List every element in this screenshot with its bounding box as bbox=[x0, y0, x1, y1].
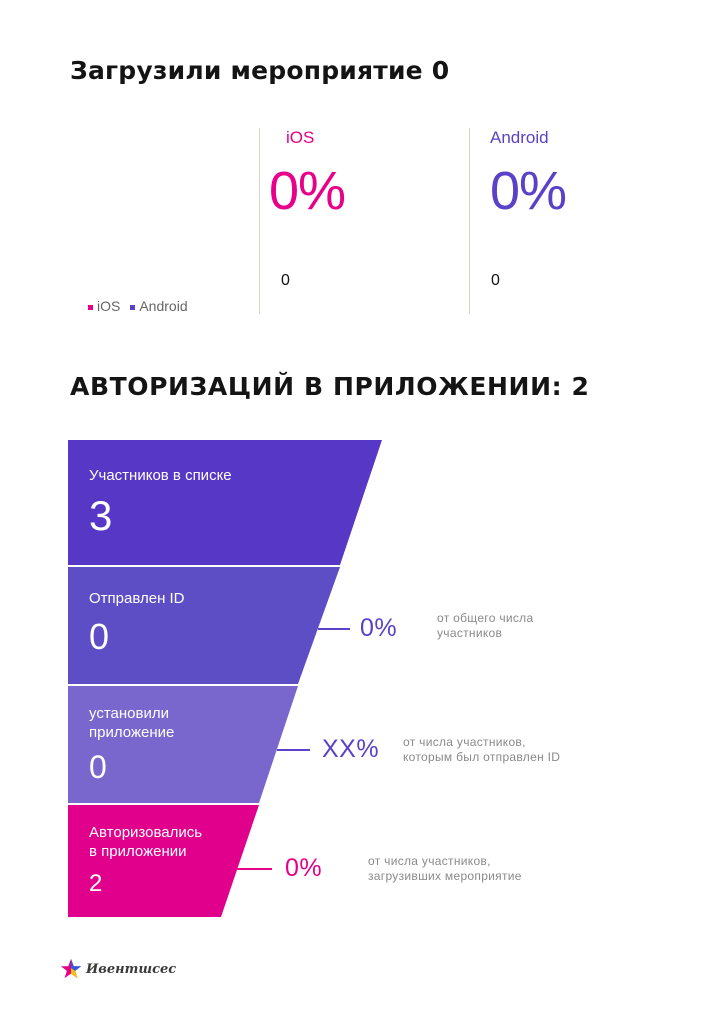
id-sent-value: 0 bbox=[89, 616, 110, 657]
legend-ios-label: iOS bbox=[97, 298, 121, 314]
participants-label: Участников в списке bbox=[89, 467, 232, 484]
legend-item-ios: iOS bbox=[88, 298, 120, 314]
installed-note: от числа участников, которым был отправл… bbox=[403, 735, 561, 764]
brand-name: Ивентшсес bbox=[86, 961, 177, 977]
authorized-percent: 0% bbox=[285, 854, 323, 882]
android-percent: 0% bbox=[490, 161, 567, 221]
auth-title: АВТОРИЗАЦИЙ В ПРИЛОЖЕНИИ: 2 bbox=[70, 372, 590, 401]
platform-legend: iOS Android bbox=[88, 298, 188, 314]
funnel-stage-id-sent bbox=[68, 567, 340, 684]
ios-legend-marker bbox=[88, 304, 93, 310]
funnel-stage-authorized bbox=[68, 805, 259, 917]
authorized-value: 2 bbox=[89, 870, 103, 897]
android-legend-marker bbox=[130, 304, 136, 310]
authorized-label: Авторизовались в приложении bbox=[89, 824, 203, 860]
id-sent-label: Отправлен ID bbox=[89, 590, 185, 607]
brand-logo: Ивентшсес bbox=[60, 958, 176, 980]
installed-value: 0 bbox=[89, 749, 107, 785]
android-label: Android bbox=[490, 128, 549, 147]
ios-divider bbox=[259, 128, 260, 314]
id-sent-percent: 0% bbox=[360, 614, 398, 642]
ios-percent: 0% bbox=[269, 161, 346, 221]
ios-count: 0 bbox=[281, 272, 290, 289]
legend-item-android: Android bbox=[130, 298, 188, 314]
android-divider bbox=[469, 128, 470, 314]
id-sent-note: от общего числа участников bbox=[437, 611, 534, 640]
downloads-title: Загрузили мероприятие 0 bbox=[70, 56, 450, 85]
authorized-note: от числа участников, загрузивших меропри… bbox=[368, 854, 522, 883]
legend-android-label: Android bbox=[139, 298, 188, 314]
installed-percent: XX% bbox=[322, 735, 380, 763]
android-count: 0 bbox=[491, 272, 500, 289]
star-logo-icon bbox=[60, 958, 82, 979]
funnel-stage-installed bbox=[68, 686, 298, 803]
participants-value: 3 bbox=[89, 492, 113, 539]
ios-label: iOS bbox=[286, 128, 315, 147]
installed-label: установили приложение bbox=[89, 705, 175, 741]
funnel-stage-participants bbox=[68, 440, 382, 565]
